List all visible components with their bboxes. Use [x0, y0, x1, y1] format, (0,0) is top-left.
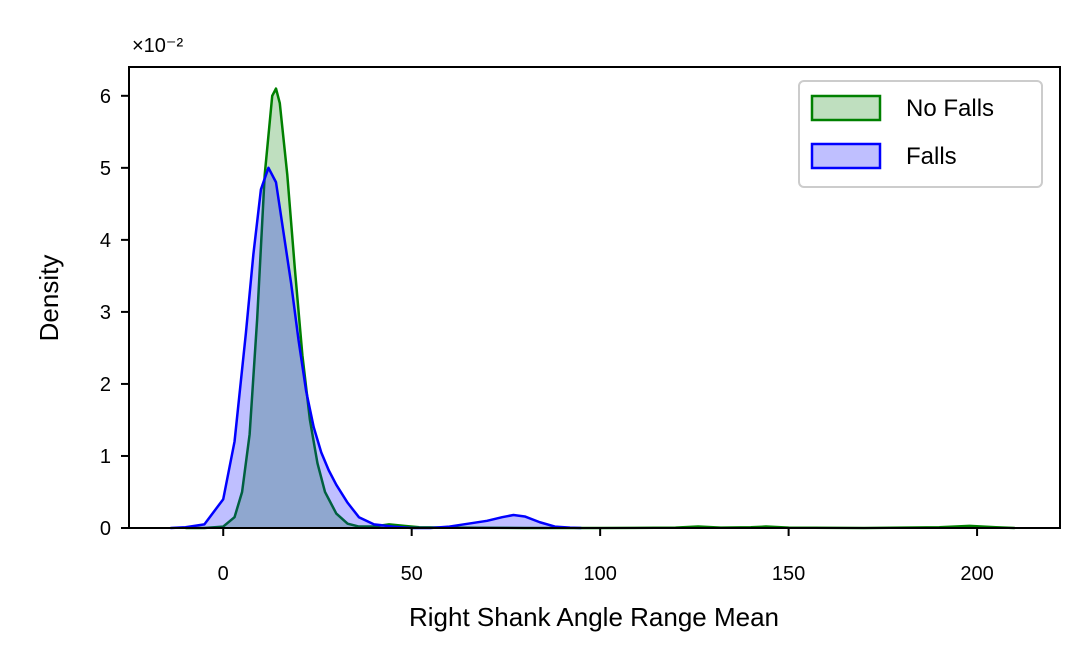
- x-tick-label: 0: [218, 563, 229, 585]
- y-axis-label: Density: [34, 255, 64, 342]
- axes-frame: [128, 66, 1061, 529]
- x-axis-label: Right Shank Angle Range Mean: [409, 602, 779, 632]
- x-tick-label: 200: [960, 563, 993, 585]
- legend: No Falls Falls: [798, 80, 1043, 188]
- x-axis-ticks: 0 50 100 150 200: [218, 528, 994, 585]
- y-tick-label: 1: [100, 446, 111, 468]
- legend-swatch-no-falls: [810, 94, 882, 122]
- y-tick-label: 6: [100, 86, 111, 108]
- y-tick-label: 5: [100, 158, 111, 180]
- plot-area: [170, 87, 1015, 530]
- y-tick-label: 4: [100, 230, 111, 252]
- x-tick-label: 100: [583, 563, 616, 585]
- series-line-falls: [170, 166, 582, 530]
- legend-label-falls: Falls: [906, 143, 957, 170]
- y-tick-label: 3: [100, 302, 111, 324]
- series-line-no-falls: [185, 87, 1015, 530]
- legend-label-no-falls: No Falls: [906, 95, 994, 122]
- x-tick-label: 50: [401, 563, 423, 585]
- y-tick-label: 0: [100, 518, 111, 540]
- x-tick-label: 150: [772, 563, 805, 585]
- legend-frame: [798, 80, 1043, 188]
- y-axis-ticks: 0 1 2 3 4 5 6: [100, 86, 129, 540]
- y-tick-label: 2: [100, 374, 111, 396]
- series-area-falls: [170, 167, 582, 528]
- y-offset-text: ×10⁻²: [132, 35, 183, 57]
- legend-swatch-falls: [810, 142, 882, 170]
- series-area-no-falls: [185, 88, 1015, 529]
